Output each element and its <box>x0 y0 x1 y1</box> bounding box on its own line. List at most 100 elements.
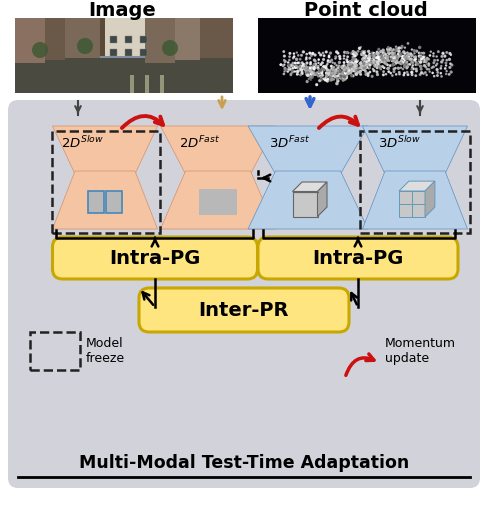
Point <box>412 67 420 75</box>
Point <box>339 71 347 80</box>
Point <box>334 72 342 80</box>
Point <box>286 65 294 73</box>
Point <box>368 72 376 80</box>
Point <box>425 55 433 63</box>
Point <box>386 56 393 65</box>
Point <box>339 68 347 77</box>
Point <box>423 60 431 68</box>
Point <box>412 53 420 61</box>
Point <box>410 49 418 57</box>
Point <box>415 56 423 64</box>
Point <box>374 70 382 79</box>
Point <box>370 49 378 57</box>
Point <box>404 49 411 57</box>
Point <box>312 63 320 71</box>
Polygon shape <box>318 182 327 217</box>
Point <box>344 61 352 69</box>
Point <box>352 55 360 63</box>
Point <box>361 51 368 59</box>
Point <box>351 62 359 70</box>
Bar <box>292 192 318 217</box>
Text: $3D^{Slow}$: $3D^{Slow}$ <box>378 135 422 151</box>
Point <box>288 66 296 75</box>
Point <box>358 62 366 70</box>
Point <box>381 57 389 66</box>
Point <box>388 56 396 64</box>
Point <box>287 61 295 69</box>
Point <box>361 54 368 62</box>
Point <box>384 54 391 63</box>
Point <box>378 57 386 66</box>
FancyBboxPatch shape <box>258 237 458 279</box>
Point <box>347 72 355 80</box>
Bar <box>140 49 147 56</box>
Point <box>359 48 367 56</box>
Text: Point cloud: Point cloud <box>304 2 428 21</box>
Point <box>416 44 424 52</box>
Point <box>369 58 377 66</box>
Point <box>371 62 379 70</box>
Point <box>306 67 314 75</box>
Point <box>339 68 347 76</box>
Point <box>297 65 305 73</box>
Point <box>303 59 311 67</box>
Bar <box>110 36 117 43</box>
Point <box>338 64 346 72</box>
Point <box>344 62 352 70</box>
Point <box>339 68 346 77</box>
Text: $2D^{Fast}$: $2D^{Fast}$ <box>180 135 221 151</box>
Point <box>370 53 378 61</box>
Point <box>447 60 454 68</box>
Point <box>343 74 350 82</box>
Polygon shape <box>161 171 276 229</box>
Point <box>298 66 305 74</box>
Point <box>340 52 348 60</box>
Point <box>340 64 348 73</box>
Bar <box>125 49 132 56</box>
Point <box>412 61 420 69</box>
Point <box>359 54 367 63</box>
Point <box>326 73 334 81</box>
Point <box>385 64 392 73</box>
Point <box>364 71 372 80</box>
Bar <box>399 204 412 217</box>
Point <box>366 53 373 62</box>
Point <box>307 76 315 84</box>
Point <box>380 70 387 79</box>
Point <box>410 53 418 61</box>
Point <box>324 58 332 66</box>
Point <box>365 64 373 72</box>
Point <box>362 70 370 79</box>
Polygon shape <box>161 126 276 174</box>
Point <box>315 72 323 80</box>
Bar <box>125 36 132 43</box>
Point <box>377 47 385 55</box>
Point <box>357 43 365 51</box>
Point <box>366 68 374 76</box>
Bar <box>412 204 425 217</box>
Point <box>324 60 331 68</box>
Point <box>370 66 378 75</box>
Point <box>314 62 322 70</box>
Point <box>347 71 355 79</box>
Point <box>356 60 364 68</box>
Point <box>281 64 289 73</box>
Polygon shape <box>248 126 368 174</box>
Point <box>401 63 408 71</box>
Point <box>391 57 399 66</box>
Point <box>408 57 416 66</box>
Point <box>385 48 392 56</box>
Point <box>316 77 324 85</box>
Point <box>350 61 358 69</box>
Point <box>390 65 398 73</box>
Point <box>356 44 364 52</box>
Point <box>374 59 382 67</box>
Point <box>342 71 350 79</box>
Point <box>360 59 368 67</box>
Point <box>324 56 332 65</box>
Point <box>393 59 401 67</box>
Point <box>331 68 339 77</box>
Polygon shape <box>363 171 468 229</box>
Point <box>317 66 325 75</box>
Point <box>437 64 445 73</box>
